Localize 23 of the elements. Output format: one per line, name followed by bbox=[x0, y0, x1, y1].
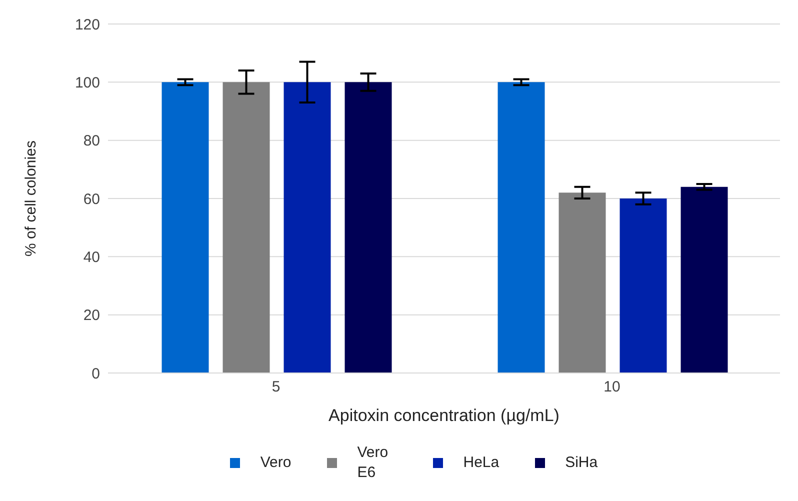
legend-label: SiHa bbox=[565, 453, 598, 473]
bar bbox=[162, 82, 209, 373]
x-axis-title: Apitoxin concentration (µg/mL) bbox=[328, 406, 560, 425]
x-tick-label: 5 bbox=[272, 378, 280, 396]
bar bbox=[344, 82, 392, 373]
legend-label: Vero E6 bbox=[357, 443, 390, 483]
x-tick-label: 10 bbox=[604, 378, 620, 396]
y-tick-label: 0 bbox=[92, 365, 100, 382]
bar bbox=[498, 82, 545, 373]
y-axis-title: % of cell colonies bbox=[22, 140, 40, 256]
y-tick-label: 80 bbox=[83, 132, 100, 150]
legend-label: HeLa bbox=[463, 453, 500, 473]
legend-label: Vero bbox=[260, 453, 292, 473]
y-tick-label: 20 bbox=[83, 307, 100, 324]
bar bbox=[620, 198, 667, 373]
y-tick-label: 40 bbox=[83, 248, 100, 266]
bar bbox=[680, 186, 728, 373]
bar bbox=[284, 82, 331, 373]
bar bbox=[558, 192, 606, 373]
bar bbox=[222, 82, 270, 373]
y-tick-label: 120 bbox=[74, 16, 100, 34]
y-tick-label: 60 bbox=[83, 190, 100, 208]
y-tick-label: 100 bbox=[74, 74, 100, 92]
